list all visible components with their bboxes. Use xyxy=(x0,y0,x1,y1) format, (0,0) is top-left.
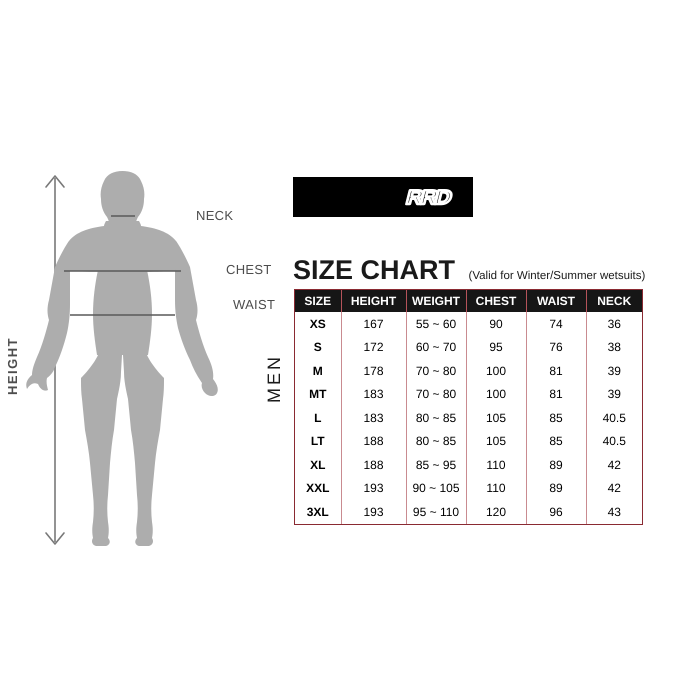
svg-text:RRD: RRD xyxy=(404,187,454,209)
